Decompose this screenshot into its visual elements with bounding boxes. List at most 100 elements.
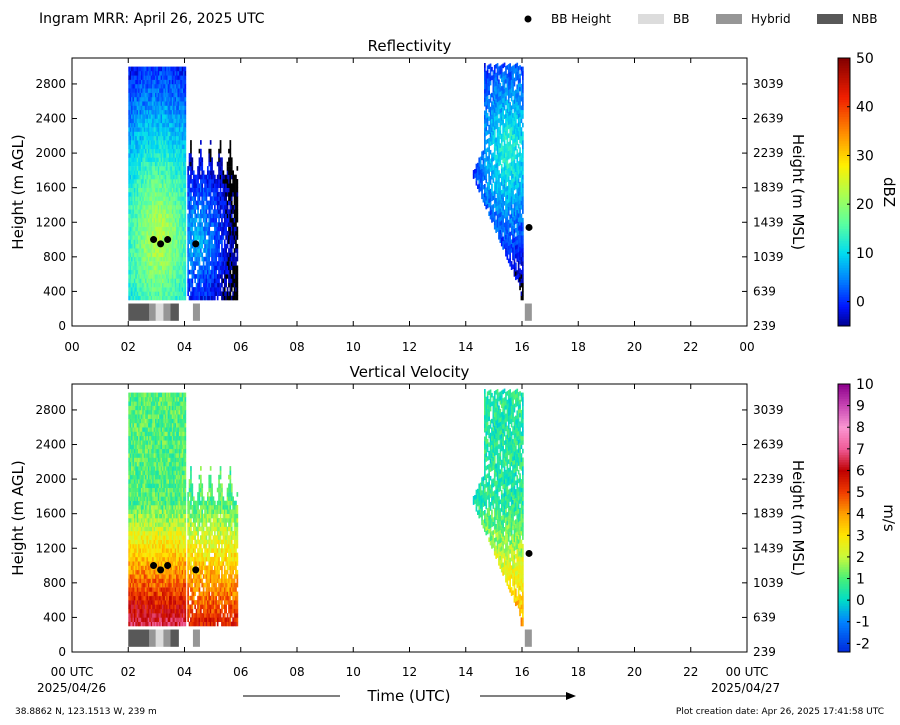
data-cell (183, 235, 185, 240)
data-cell (143, 287, 146, 292)
data-cell (157, 114, 160, 119)
data-cell (493, 190, 496, 195)
data-cell (192, 230, 195, 236)
data-cell (509, 76, 511, 81)
data-cell (145, 278, 147, 284)
data-cell (502, 85, 504, 90)
data-cell (503, 75, 506, 81)
data-cell (166, 256, 168, 262)
data-cell (503, 170, 506, 176)
colorbar-segment (838, 296, 850, 300)
data-cell (178, 122, 181, 128)
data-cell (177, 295, 180, 301)
data-cell (170, 170, 173, 175)
data-cell (167, 66, 170, 72)
data-cell (509, 188, 511, 194)
data-cell (132, 552, 135, 558)
data-cell (209, 205, 212, 210)
data-cell (171, 157, 174, 162)
data-cell (167, 243, 170, 249)
data-cell (191, 209, 194, 214)
data-cell (177, 88, 180, 93)
data-cell (167, 135, 170, 141)
data-cell (162, 148, 164, 154)
data-cell (214, 230, 216, 236)
data-cell (177, 114, 180, 119)
data-cell (500, 237, 503, 242)
data-cell (223, 226, 226, 232)
data-cell (201, 200, 204, 206)
data-cell (143, 269, 146, 275)
data-cell (149, 200, 151, 206)
data-cell (218, 269, 220, 275)
data-cell (500, 99, 503, 104)
data-cell (132, 230, 135, 236)
data-cell (132, 265, 135, 271)
data-cell (180, 243, 182, 249)
data-cell (169, 196, 171, 201)
data-cell (493, 86, 496, 92)
data-cell (129, 604, 132, 610)
data-cell (169, 187, 171, 193)
y-right-tick-label: 1839 (753, 181, 784, 195)
data-cell (135, 274, 137, 279)
data-cell (502, 76, 504, 82)
data-cell (488, 137, 490, 143)
data-cell (229, 183, 232, 188)
data-cell (208, 239, 211, 245)
figure-title: Ingram MRR: April 26, 2025 UTC (39, 11, 265, 27)
data-cell (216, 200, 219, 206)
data-cell (188, 157, 191, 162)
data-cell (132, 531, 135, 536)
data-cell (513, 259, 516, 264)
data-cell (152, 230, 154, 236)
data-cell (486, 87, 489, 92)
data-cell (507, 120, 510, 125)
data-cell (133, 621, 136, 627)
data-cell (510, 109, 513, 115)
data-cell (187, 248, 189, 253)
data-cell (133, 192, 136, 197)
data-cell (228, 265, 230, 271)
data-cell (174, 174, 177, 180)
data-cell (178, 187, 181, 193)
data-cell (149, 226, 151, 232)
data-cell (510, 187, 513, 193)
colorbar-segment (838, 199, 850, 203)
data-cell (515, 106, 517, 112)
data-cell (139, 256, 142, 262)
data-cell (512, 182, 514, 187)
data-cell (180, 248, 182, 253)
colorbar-segment (838, 65, 850, 69)
data-cell (205, 243, 208, 249)
data-cell (223, 261, 226, 266)
data-cell (478, 161, 481, 167)
data-cell (519, 251, 521, 256)
data-cell (197, 174, 199, 180)
data-cell (153, 187, 156, 193)
data-cell (507, 163, 510, 169)
data-cell (174, 166, 177, 171)
data-cell (133, 531, 136, 536)
data-cell (214, 261, 216, 266)
data-cell (149, 295, 151, 301)
data-cell (509, 218, 511, 224)
data-cell (129, 295, 132, 301)
data-cell (207, 243, 209, 249)
data-cell (133, 466, 136, 471)
data-cell (512, 100, 514, 105)
colorbar-label: dBZ (880, 177, 898, 207)
data-cell (162, 226, 164, 232)
data-cell (228, 226, 230, 232)
colorbar-segment (838, 160, 850, 164)
data-cell (520, 291, 523, 296)
data-cell (216, 252, 219, 258)
data-cell (149, 252, 151, 258)
data-cell (163, 109, 166, 115)
data-cell (505, 169, 507, 175)
data-cell (176, 71, 178, 76)
data-cell (493, 138, 496, 143)
data-cell (207, 269, 209, 275)
data-cell (215, 217, 218, 223)
data-cell (128, 427, 130, 432)
